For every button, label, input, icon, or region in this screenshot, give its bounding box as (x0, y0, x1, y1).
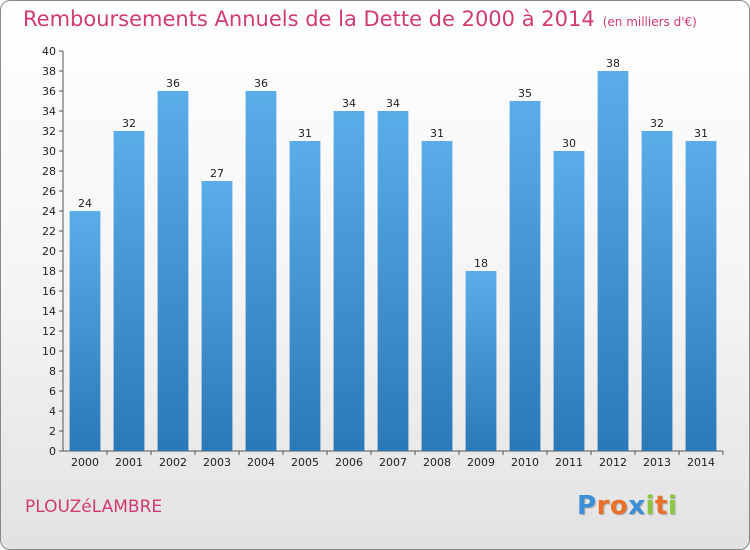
bar-2003 (201, 181, 233, 451)
y-tick-label: 38 (42, 65, 56, 78)
bar-value-label: 31 (298, 127, 312, 140)
commune-name: PLOUZéLAMBRE (25, 497, 163, 517)
chart-title-text: Remboursements Annuels de la Dette de 20… (23, 7, 595, 31)
bar-value-label: 32 (650, 117, 664, 130)
bar-value-label: 31 (694, 127, 708, 140)
y-tick-label: 10 (42, 345, 56, 358)
bar-value-label: 36 (254, 77, 268, 90)
x-tick-label: 2013 (643, 456, 671, 469)
x-tick-label: 2005 (291, 456, 319, 469)
x-tick-label: 2012 (599, 456, 627, 469)
bar-2004 (245, 91, 277, 451)
bar-2007 (377, 111, 409, 451)
y-tick-label: 4 (49, 405, 56, 418)
y-tick-label: 24 (42, 205, 56, 218)
logo-letter: P (577, 491, 597, 521)
logo-letter: r (596, 491, 610, 521)
x-tick-label: 2000 (71, 456, 99, 469)
x-axis: 2000 2001 2002 2003 2004 2005 2006 2007 2008 2009… (63, 450, 724, 469)
y-tick-label: 8 (49, 365, 56, 378)
bar-2014 (685, 141, 717, 451)
bar-2006 (333, 111, 365, 451)
chart-title: Remboursements Annuels de la Dette de 20… (23, 7, 697, 31)
y-tick-label: 34 (42, 105, 56, 118)
bars: 24 32 36 27 36 31 34 34 31 18 35 30 38 32 31 (69, 57, 717, 451)
bar-value-label: 30 (562, 137, 576, 150)
y-tick-label: 16 (42, 285, 56, 298)
logo-letter: i (667, 491, 678, 521)
x-tick-label: 2014 (687, 456, 715, 469)
y-tick-label: 12 (42, 325, 56, 338)
y-tick-label: 2 (49, 425, 56, 438)
y-tick-label: 28 (42, 165, 56, 178)
x-tick-label: 2002 (159, 456, 187, 469)
bar-2005 (289, 141, 321, 451)
bar-2002 (157, 91, 189, 451)
y-tick-label: 22 (42, 225, 56, 238)
y-tick-label: 36 (42, 85, 56, 98)
bar-2009 (465, 271, 497, 451)
bar-2012 (597, 71, 629, 451)
proxiti-logo: Proxiti (577, 491, 677, 521)
bar-2013 (641, 131, 673, 451)
bar-2001 (113, 131, 145, 451)
logo-letter: x (628, 491, 646, 521)
logo-letter: t (654, 491, 668, 521)
x-tick-label: 2008 (423, 456, 451, 469)
bar-value-label: 36 (166, 77, 180, 90)
y-tick-label: 18 (42, 265, 56, 278)
bar-value-label: 24 (78, 197, 92, 210)
bar-value-label: 34 (342, 97, 356, 110)
bar-2000 (69, 211, 101, 451)
x-tick-label: 2006 (335, 456, 363, 469)
bar-2010 (509, 101, 541, 451)
y-tick-label: 30 (42, 145, 56, 158)
bar-value-label: 18 (474, 257, 488, 270)
x-tick-label: 2011 (555, 456, 583, 469)
logo-letter: i (645, 491, 655, 521)
bar-value-label: 34 (386, 97, 400, 110)
bar-value-label: 38 (606, 57, 620, 70)
bar-value-label: 27 (210, 167, 224, 180)
y-tick-label: 26 (42, 185, 56, 198)
x-tick-label: 2004 (247, 456, 275, 469)
logo-letter: o (609, 491, 629, 521)
y-tick-label: 32 (42, 125, 56, 138)
bar-value-label: 31 (430, 127, 444, 140)
bar-value-label: 32 (122, 117, 136, 130)
x-tick-label: 2003 (203, 456, 231, 469)
y-tick-label: 0 (49, 445, 56, 458)
y-tick-label: 20 (42, 245, 56, 258)
x-tick-label: 2007 (379, 456, 407, 469)
y-tick-label: 14 (42, 305, 56, 318)
y-tick-label: 6 (49, 385, 56, 398)
bar-2008 (421, 141, 453, 451)
y-tick-label: 40 (42, 45, 56, 58)
x-tick-label: 2010 (511, 456, 539, 469)
x-tick-label: 2009 (467, 456, 495, 469)
bar-value-label: 35 (518, 87, 532, 100)
chart-unit: (en milliers d'€) (602, 15, 697, 29)
x-tick-label: 2001 (115, 456, 143, 469)
bar-2011 (553, 151, 585, 451)
